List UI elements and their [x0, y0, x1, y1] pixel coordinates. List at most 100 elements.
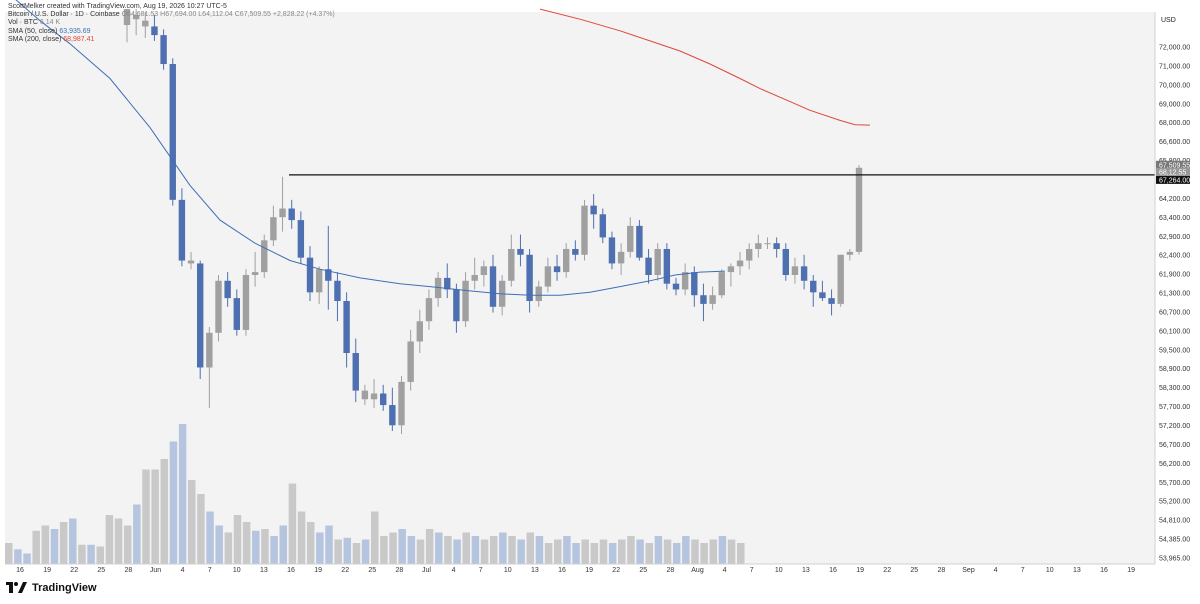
volume-bar	[462, 532, 470, 564]
candle-body	[819, 292, 826, 299]
candle	[535, 280, 542, 307]
price-tick: 62,400.00	[1159, 253, 1190, 260]
price-tick: 69,000.00	[1159, 101, 1190, 108]
candle	[315, 266, 323, 304]
volume-bar	[169, 441, 178, 564]
candle-body	[261, 240, 268, 273]
candle-body	[279, 208, 286, 218]
price-label-text: 68,12.55	[1159, 169, 1186, 176]
candle-body	[325, 269, 332, 281]
volume-bar	[50, 529, 59, 564]
candle	[187, 251, 195, 270]
plot-background	[5, 12, 1155, 564]
price-tick: 66,600.00	[1159, 139, 1190, 146]
candle-body	[288, 208, 295, 221]
time-tick: 7	[208, 567, 212, 574]
tradingview-logo[interactable]: TradingView	[6, 582, 97, 594]
price-tick: 71,000.00	[1159, 63, 1190, 70]
time-tick: 13	[1073, 567, 1081, 574]
time-tick: 28	[125, 567, 133, 574]
volume-bar	[563, 536, 571, 564]
volume-bar	[517, 539, 525, 564]
volume-bar	[215, 525, 223, 564]
volume-bar	[361, 539, 370, 564]
candle	[855, 165, 863, 255]
volume-bar	[96, 546, 104, 564]
time-tick: 4	[994, 567, 998, 574]
volume-bar	[389, 532, 397, 564]
candle-body	[718, 272, 725, 296]
volume-bar	[554, 539, 562, 564]
volume-bar	[242, 522, 251, 564]
time-tick: 10	[775, 567, 783, 574]
volume-bar	[618, 539, 626, 564]
sma200-line	[539, 8, 871, 126]
volume-bar	[270, 536, 278, 564]
candle-body	[700, 295, 707, 304]
candle-body	[462, 280, 469, 322]
candle-body	[672, 283, 680, 290]
candle-body	[599, 214, 606, 238]
candle-body	[654, 248, 661, 275]
candle-body	[544, 266, 552, 287]
time-tick: 28	[938, 567, 946, 574]
candle-body	[526, 254, 533, 302]
volume-label: Vol · BTC	[8, 19, 38, 27]
candle	[736, 251, 744, 275]
time-tick: 16	[558, 567, 566, 574]
candle	[380, 384, 387, 411]
candle	[828, 289, 835, 316]
candle	[700, 283, 707, 322]
candle	[306, 246, 314, 302]
candle	[251, 251, 259, 287]
time-tick: 19	[856, 567, 864, 574]
volume-bar	[435, 532, 443, 564]
volume-bar	[316, 532, 324, 564]
volume-bar	[682, 536, 690, 564]
price-tick: 54,810.00	[1159, 518, 1190, 525]
volume-bar	[197, 494, 205, 564]
candle-body	[142, 20, 149, 27]
price-tick: 60,100.00	[1159, 328, 1190, 335]
price-axis[interactable]: 72,000.00 71,000.00 70,000.00 69,000.00 68,0…	[1159, 45, 1190, 563]
volume-bar	[453, 539, 461, 564]
candle-body	[590, 205, 597, 215]
candle	[608, 231, 616, 270]
candle-body	[746, 248, 753, 261]
candle-body	[187, 260, 195, 264]
candle-body	[297, 220, 305, 258]
volume-bar	[142, 469, 150, 564]
price-tick: 60,700.00	[1159, 309, 1190, 316]
candle-body	[553, 266, 561, 273]
volume-bar	[636, 539, 644, 564]
candle-body	[691, 272, 698, 296]
candle-body	[608, 237, 616, 264]
candle	[581, 199, 588, 261]
price-tick: 63,400.00	[1159, 215, 1190, 222]
price-label-text: 67,509.55	[1159, 162, 1190, 169]
volume-bar	[608, 543, 617, 564]
candle-body	[425, 298, 433, 322]
candle-body	[251, 272, 259, 275]
currency-label[interactable]: USD	[1161, 17, 1176, 24]
candle-body	[370, 393, 378, 400]
candle	[718, 269, 725, 299]
sma200-legend: SMA (200, close) 68,987.41	[8, 36, 335, 44]
volume-bar	[425, 529, 434, 564]
volume-bar	[398, 529, 406, 564]
time-axis[interactable]: 16 19 22 25 28 Jun 4 7 10 13 16 19 22 25 28 Jul 4 7 10 13 16…	[16, 567, 1135, 574]
candle-body	[627, 225, 634, 252]
time-tick: Jul	[422, 567, 431, 574]
volume-bar	[123, 525, 132, 564]
candle-body	[846, 251, 854, 255]
time-tick: 10	[233, 567, 241, 574]
candle-body	[444, 277, 451, 290]
time-tick: 25	[368, 567, 376, 574]
candle-body	[828, 298, 835, 304]
volume-bar	[334, 539, 342, 564]
ohlc-text: O64,681.53 H67,694.00 L64,112.04 C67,509…	[121, 11, 335, 19]
candle-body	[810, 280, 817, 293]
candles	[123, 9, 863, 434]
chart-legend: ScottMelker created with TradingView.com…	[8, 3, 335, 44]
